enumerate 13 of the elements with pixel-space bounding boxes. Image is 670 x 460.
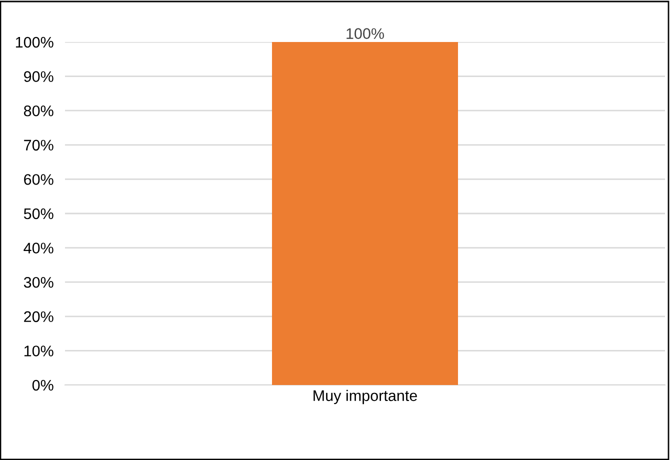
y-tick-label: 0% — [32, 380, 54, 391]
y-tick-label: 20% — [24, 311, 54, 322]
y-tick-label: 60% — [24, 174, 54, 185]
y-tick-label: 30% — [24, 276, 54, 288]
y-tick-label: 80% — [24, 105, 54, 116]
y-tick-label: 10% — [24, 346, 54, 356]
y-tick-label: 50% — [24, 208, 54, 220]
y-tick-label: 90% — [24, 71, 54, 82]
y-tick-label: 100% — [16, 36, 54, 48]
y-tick-label: 70% — [24, 140, 54, 151]
data-label: 100% — [346, 28, 384, 39]
y-tick-label: 40% — [24, 242, 54, 254]
x-tick-label: Muy importante — [314, 390, 417, 404]
